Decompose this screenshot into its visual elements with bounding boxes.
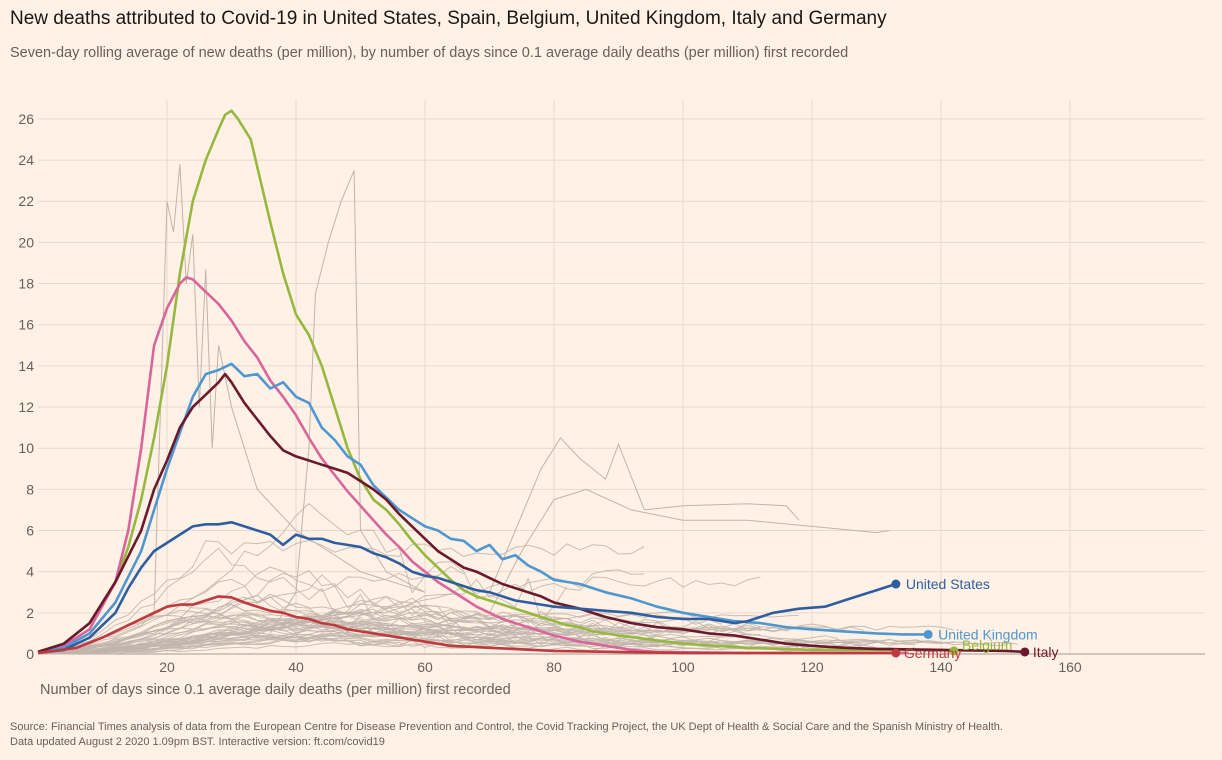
series-line-united-kingdom bbox=[37, 362, 929, 654]
series-label-germany: Germany bbox=[904, 645, 962, 661]
series-line-spain bbox=[37, 276, 909, 655]
other-country-line bbox=[37, 609, 916, 655]
series-end-dot-united-states bbox=[891, 579, 901, 589]
data-updated-line: Data updated August 2 2020 1.09pm BST. I… bbox=[10, 736, 385, 748]
y-tick-label: 12 bbox=[18, 399, 34, 415]
x-axis-label: Number of days since 0.1 average daily d… bbox=[40, 682, 511, 698]
x-tick-label: 120 bbox=[800, 659, 824, 675]
y-tick-label: 20 bbox=[18, 234, 34, 250]
y-tick-label: 14 bbox=[18, 358, 34, 374]
other-country-line bbox=[489, 437, 800, 593]
source-line: Source: Financial Times analysis of data… bbox=[10, 721, 1003, 733]
other-country-line bbox=[153, 164, 426, 613]
y-tick-label: 26 bbox=[18, 111, 34, 127]
other-country-line bbox=[37, 634, 877, 655]
other-country-line bbox=[37, 611, 800, 655]
x-tick-label: 20 bbox=[159, 659, 175, 675]
y-tick-label: 0 bbox=[26, 646, 34, 662]
series-label-belgium: Belgium bbox=[962, 637, 1013, 653]
source-note: Source: Financial Times analysis of data… bbox=[10, 720, 1003, 750]
series-label-united-kingdom: United Kingdom bbox=[938, 626, 1038, 642]
chart-subtitle: Seven-day rolling average of new deaths … bbox=[10, 45, 849, 61]
x-tick-label: 60 bbox=[417, 659, 433, 675]
other-country-line bbox=[38, 617, 722, 655]
series-line-italy bbox=[37, 372, 1025, 654]
y-tick-label: 10 bbox=[18, 440, 34, 456]
series-end-dot-belgium bbox=[949, 646, 959, 656]
chart-title: New deaths attributed to Covid-19 in Uni… bbox=[10, 8, 887, 29]
series-line-belgium bbox=[37, 109, 955, 654]
x-tick-label: 80 bbox=[546, 659, 562, 675]
other-country-line bbox=[37, 613, 761, 655]
gridlines bbox=[38, 100, 1205, 655]
y-tick-label: 8 bbox=[26, 481, 34, 497]
background-country-lines bbox=[37, 164, 1019, 655]
other-country-line bbox=[269, 170, 426, 634]
series-label-united-states: United States bbox=[906, 576, 990, 592]
series-end-dot-germany bbox=[891, 648, 901, 658]
x-tick-label: 40 bbox=[288, 659, 304, 675]
other-country-line bbox=[37, 566, 464, 655]
y-tick-label: 22 bbox=[18, 193, 34, 209]
other-country-line bbox=[37, 614, 942, 654]
series-line-united-states bbox=[37, 520, 897, 655]
series-end-dot-italy bbox=[1020, 647, 1030, 657]
y-tick-label: 2 bbox=[26, 605, 34, 621]
other-country-line bbox=[37, 625, 825, 655]
other-country-line bbox=[37, 620, 800, 655]
other-country-line bbox=[37, 539, 645, 654]
other-country-line bbox=[37, 622, 464, 655]
series-line-germany bbox=[37, 595, 896, 655]
series-label-italy: Italy bbox=[1033, 644, 1059, 660]
other-country-line bbox=[37, 615, 942, 655]
y-tick-label: 24 bbox=[18, 152, 34, 168]
highlighted-series bbox=[37, 109, 1025, 655]
x-tick-label: 100 bbox=[671, 659, 695, 675]
y-tick-label: 18 bbox=[18, 276, 34, 292]
x-tick-label: 140 bbox=[929, 659, 953, 675]
other-country-line bbox=[37, 620, 606, 654]
other-country-line bbox=[37, 502, 568, 655]
x-tick-label: 160 bbox=[1058, 659, 1082, 675]
y-tick-label: 4 bbox=[26, 564, 34, 580]
other-country-line bbox=[489, 488, 890, 614]
y-tick-label: 6 bbox=[26, 523, 34, 539]
other-country-line bbox=[37, 623, 529, 654]
y-tick-label: 16 bbox=[18, 317, 34, 333]
series-end-dot-united-kingdom bbox=[923, 629, 933, 639]
